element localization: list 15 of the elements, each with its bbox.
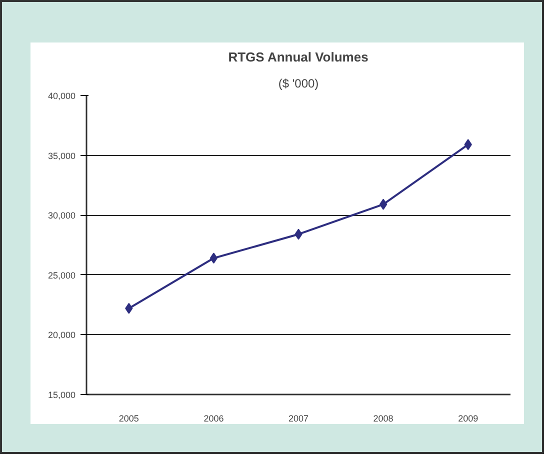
y-tick-label: 35,000 <box>48 150 76 161</box>
point <box>210 252 218 264</box>
y-tick-label: 40,000 <box>48 91 76 101</box>
y-tick-label: 15,000 <box>48 390 76 400</box>
y-tick-label: 30,000 <box>48 210 76 221</box>
x-tick-label: 2009 <box>458 414 478 424</box>
y-tick-label: 25,000 <box>48 270 76 280</box>
x-tick-label: 2008 <box>373 414 394 424</box>
point <box>379 198 388 210</box>
x-tick-label: 2006 <box>204 414 224 424</box>
chart-title: RTGS Annual Volumes <box>228 50 368 64</box>
y-tick-label: 20,000 <box>48 330 76 340</box>
x-tick-label: 2007 <box>288 414 309 424</box>
chart-subtitle: ($ '000) <box>278 76 319 90</box>
x-tick-label: 2005 <box>118 414 139 424</box>
